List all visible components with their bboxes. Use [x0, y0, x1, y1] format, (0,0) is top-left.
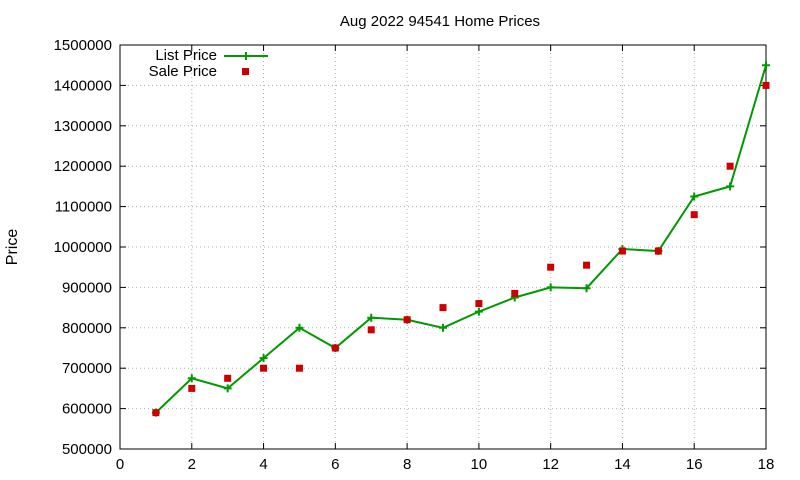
sale-price-point	[511, 289, 519, 297]
list-price-point	[582, 284, 591, 293]
y-tick-label: 1500000	[54, 37, 112, 54]
x-tick-label: 8	[403, 456, 411, 473]
series-line-list-price	[155, 64, 767, 414]
x-tick-label: 6	[331, 456, 339, 473]
list-price-point	[295, 323, 304, 332]
sale-price-point	[583, 261, 591, 269]
x-tick-label: 2	[188, 456, 196, 473]
y-tick-label: 900000	[62, 279, 112, 296]
legend-label-sale-price: Sale Price	[149, 63, 217, 80]
x-tick-label: 12	[542, 456, 559, 473]
sale-price-point	[547, 263, 555, 271]
axis-ticks	[119, 44, 767, 450]
list-price-point	[439, 323, 447, 332]
chart-title: Aug 2022 94541 Home Prices	[340, 13, 540, 30]
grid-lines	[120, 45, 766, 449]
sale-price-point	[188, 384, 196, 392]
sale-price-point	[690, 211, 698, 219]
y-axis-label: Price	[4, 229, 21, 266]
legend-marker-list-price	[242, 52, 250, 60]
sale-price-point	[152, 409, 160, 417]
y-tick-label: 800000	[62, 320, 112, 337]
sale-price-point	[726, 162, 734, 170]
y-tick-label: 1400000	[54, 77, 112, 94]
list-price-point	[474, 307, 483, 316]
y-tick-label: 1000000	[54, 239, 112, 256]
list-price-point	[690, 192, 699, 201]
sale-price-point	[331, 344, 339, 352]
x-tick-labels: 0 2 4 6 8 10 12 14 16 18	[116, 456, 775, 473]
y-tick-label: 1100000	[55, 199, 112, 216]
y-tick-label: 1200000	[54, 158, 112, 175]
x-tick-label: 10	[471, 456, 488, 473]
list-price-point	[187, 374, 196, 383]
x-tick-label: 18	[758, 456, 775, 473]
sale-price-point	[654, 247, 662, 255]
sale-price-point	[439, 304, 447, 312]
x-tick-label: 0	[116, 456, 124, 473]
y-tick-label: 500000	[62, 441, 112, 458]
list-price-point	[546, 283, 555, 292]
list-price-point	[367, 313, 376, 322]
list-price-point	[259, 354, 268, 363]
sale-price-point	[224, 374, 232, 382]
legend: List Price Sale Price	[149, 47, 268, 80]
y-tick-labels: 500000 600000 700000 800000 900000 1000000 110…	[54, 37, 112, 458]
sale-price-point	[618, 247, 626, 255]
list-price-point	[223, 384, 232, 393]
legend-label-list-price: List Price	[155, 47, 217, 64]
list-price-point	[726, 182, 735, 191]
sale-price-point	[403, 316, 411, 324]
y-tick-label: 1300000	[54, 118, 112, 135]
sale-price-point	[260, 364, 268, 372]
series-layer	[151, 61, 770, 417]
legend-marker-sale-price	[242, 68, 249, 75]
sale-price-point	[367, 326, 375, 334]
y-tick-label: 600000	[62, 401, 112, 418]
sale-price-point	[762, 81, 770, 89]
sale-price-point	[475, 300, 483, 308]
x-tick-label: 16	[686, 456, 703, 473]
list-price-point	[762, 61, 770, 70]
x-tick-label: 4	[259, 456, 267, 473]
y-tick-label: 700000	[62, 360, 112, 377]
x-tick-label: 14	[614, 456, 631, 473]
sale-price-point	[295, 364, 303, 372]
